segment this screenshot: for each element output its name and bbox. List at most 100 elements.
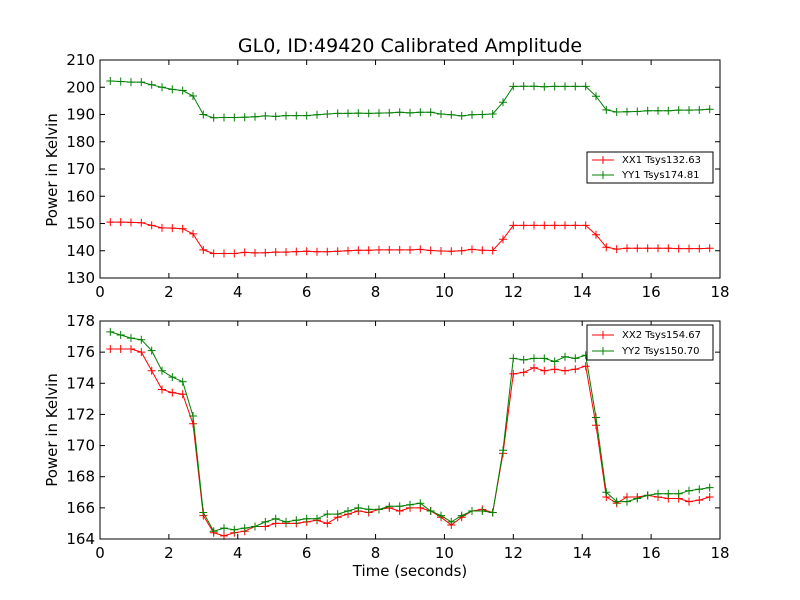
top-xtick-label: 16 — [642, 283, 661, 301]
top-series-0-point — [674, 244, 683, 253]
top-series-0-point — [519, 221, 528, 230]
top-series-0-point — [612, 245, 621, 254]
bottom-series-0-point — [158, 385, 166, 394]
bottom-ytick-label: 174 — [66, 374, 95, 392]
top-series-0-point — [282, 248, 290, 257]
bottom-series-1-point — [478, 507, 487, 515]
top-series-0-point — [271, 248, 280, 257]
bottom-series-0-point — [127, 345, 135, 353]
top-series-0-point — [313, 247, 321, 256]
top-plot-frame — [99, 59, 721, 279]
top-series-layer — [106, 77, 714, 258]
top-series-0-point — [240, 248, 249, 257]
bottom-series-0-point — [323, 519, 332, 528]
top-series-1-point — [643, 106, 652, 115]
top-series-0-point — [685, 244, 693, 253]
bottom-ylabel: Power in Kelvin — [43, 373, 61, 487]
bottom-xtick-label: 2 — [164, 544, 174, 562]
bottom-series-1-point — [209, 527, 218, 536]
top-xtick-label: 0 — [95, 283, 105, 301]
bottom-series-1-point — [550, 357, 559, 366]
bottom-series-0-point — [561, 366, 569, 375]
top-series-1-point — [499, 98, 507, 107]
top-series-1-point — [230, 113, 239, 122]
top-series-1-point — [457, 111, 466, 120]
top-series-0-point — [664, 244, 673, 253]
top-xtick-label: 18 — [710, 283, 729, 301]
top-series-1-point — [519, 82, 528, 91]
bottom-series-1-point — [643, 491, 652, 500]
bottom-series-1-point — [158, 366, 166, 375]
top-series-0-point — [364, 246, 373, 255]
top-xtick-label: 10 — [435, 283, 454, 301]
top-series-0-point — [323, 247, 332, 256]
top-series-0-point — [333, 247, 342, 256]
top-series-0-point — [654, 244, 662, 253]
bottom-xtick-label: 18 — [710, 544, 729, 562]
bottom-series-1-point — [385, 502, 394, 511]
top-series-0-point — [623, 244, 631, 253]
top-series-0-point — [695, 244, 704, 253]
bottom-ticks-layer: 0 2 4 6 8 10 12 14 16 18 164 166 168 170 172 174 176 178 — [66, 312, 729, 562]
top-series-1-point — [488, 110, 497, 118]
bottom-legend-label-yy2: YY2 Tsys150.70 — [621, 346, 700, 357]
bottom-plot-frame — [99, 320, 721, 540]
top-series-1-point — [116, 77, 125, 86]
top-series-1-point — [561, 82, 569, 91]
top-series-1-point — [302, 111, 311, 120]
top-xtick-label: 8 — [371, 283, 381, 301]
top-legend-label-xx1: XX1 Tsys132.63 — [622, 155, 701, 166]
top-series-0-point — [447, 247, 456, 256]
top-series-0-point — [168, 224, 177, 233]
top-series-1-point — [437, 110, 445, 118]
top-ytick-label: 130 — [66, 269, 95, 287]
top-legend-label-yy1: YY1 Tsys174.81 — [621, 170, 700, 181]
bottom-series-1-point — [633, 494, 642, 503]
top-legend: XX1 Tsys132.63 YY1 Tsys174.81 — [586, 151, 714, 184]
bottom-series-1-point — [612, 497, 621, 506]
top-series-1-point — [240, 113, 249, 122]
bottom-series-1-point — [395, 502, 404, 511]
bottom-series-1-point — [540, 354, 549, 363]
top-series-0-point — [416, 245, 425, 254]
top-series-0-point — [437, 247, 445, 255]
top-ytick-label: 150 — [66, 215, 95, 233]
top-series-1-point — [251, 112, 259, 121]
top-series-0-point — [540, 221, 549, 230]
top-series-0-point — [230, 249, 239, 258]
bottom-ytick-label: 170 — [66, 437, 95, 455]
top-series-0-point — [571, 221, 580, 230]
top-series-0-point — [478, 246, 487, 255]
bottom-xtick-label: 16 — [642, 544, 661, 562]
top-xtick-label: 12 — [504, 283, 523, 301]
top-series-1-point — [127, 78, 135, 87]
top-series-0-point — [189, 229, 197, 238]
top-series-1-point — [375, 109, 383, 118]
bottom-series-1-point — [695, 485, 704, 494]
bottom-ytick-label: 166 — [66, 499, 95, 517]
top-series-1-point — [158, 83, 166, 92]
top-series-1-point — [478, 110, 487, 119]
top-series-1-point — [695, 105, 704, 114]
bottom-xtick-label: 8 — [371, 544, 381, 562]
bottom-series-1-point — [457, 511, 466, 520]
bottom-series-1-point — [178, 377, 187, 386]
top-series-1-point — [106, 77, 115, 85]
top-ytick-label: 140 — [66, 242, 95, 260]
bottom-series-1-point — [116, 331, 125, 339]
bottom-series-1-point — [282, 517, 290, 526]
bottom-series-1-point — [137, 335, 146, 344]
bottom-legend: XX2 Tsys154.67 YY2 Tsys150.70 — [586, 324, 714, 361]
top-ytick-label: 190 — [66, 106, 95, 124]
top-series-0-point — [147, 221, 156, 230]
top-series-1-point — [664, 106, 673, 115]
top-series-0-point — [209, 249, 218, 258]
top-series-0-point — [406, 245, 414, 254]
top-series-0-point — [199, 245, 208, 254]
bottom-series-0-point — [137, 348, 146, 357]
top-series-0-point — [116, 218, 125, 227]
top-ytick-label: 210 — [66, 51, 95, 69]
bottom-series-0-point — [571, 365, 580, 374]
bottom-series-1-point — [127, 334, 135, 343]
bottom-series-1-point — [447, 517, 456, 526]
